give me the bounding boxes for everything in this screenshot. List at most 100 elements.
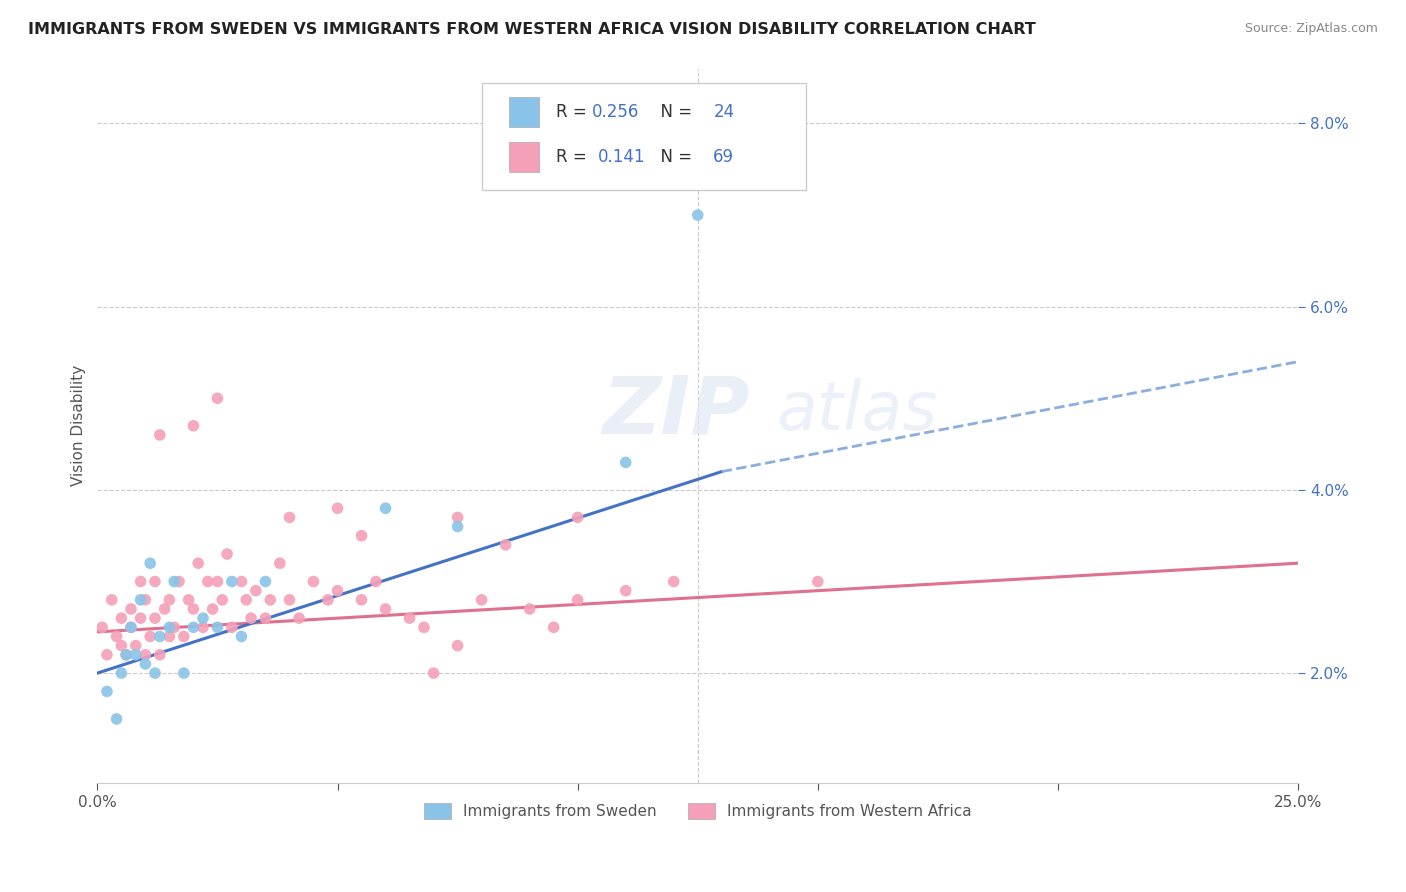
Point xyxy=(110,611,132,625)
Point xyxy=(173,666,195,681)
Point xyxy=(157,592,180,607)
Point xyxy=(567,510,589,524)
Point xyxy=(149,630,172,644)
Point xyxy=(807,574,830,589)
Point xyxy=(614,455,637,469)
Point xyxy=(350,592,373,607)
Point xyxy=(316,592,339,607)
Point xyxy=(96,684,118,698)
Point xyxy=(519,602,541,616)
Point xyxy=(143,666,166,681)
Point xyxy=(278,510,301,524)
Point xyxy=(364,574,387,589)
Point xyxy=(235,592,257,607)
Point xyxy=(211,592,233,607)
FancyBboxPatch shape xyxy=(509,142,540,171)
Point xyxy=(446,510,468,524)
Point xyxy=(105,630,128,644)
Point xyxy=(278,592,301,607)
Point xyxy=(183,620,205,634)
Point xyxy=(215,547,238,561)
Point xyxy=(100,592,122,607)
Point xyxy=(163,620,186,634)
Point xyxy=(326,501,349,516)
FancyBboxPatch shape xyxy=(482,83,806,190)
Text: R =: R = xyxy=(555,148,598,166)
Point xyxy=(134,657,156,671)
Point xyxy=(120,620,142,634)
Point xyxy=(157,620,180,634)
Point xyxy=(269,556,291,570)
Legend: Immigrants from Sweden, Immigrants from Western Africa: Immigrants from Sweden, Immigrants from … xyxy=(418,797,979,825)
Point xyxy=(183,418,205,433)
Point xyxy=(183,602,205,616)
Point xyxy=(125,639,148,653)
Point xyxy=(207,574,229,589)
Point xyxy=(143,611,166,625)
Text: Source: ZipAtlas.com: Source: ZipAtlas.com xyxy=(1244,22,1378,36)
Point xyxy=(115,648,138,662)
Point xyxy=(134,592,156,607)
Point xyxy=(413,620,436,634)
Point xyxy=(143,574,166,589)
Point xyxy=(567,592,589,607)
Point xyxy=(110,666,132,681)
Point xyxy=(149,428,172,442)
Point xyxy=(139,630,162,644)
Point xyxy=(105,712,128,726)
Point xyxy=(259,592,281,607)
FancyBboxPatch shape xyxy=(509,97,540,128)
Text: 0.141: 0.141 xyxy=(598,148,645,166)
Y-axis label: Vision Disability: Vision Disability xyxy=(72,365,86,486)
Point xyxy=(374,501,396,516)
Point xyxy=(197,574,219,589)
Point xyxy=(139,556,162,570)
Point xyxy=(446,519,468,533)
Text: 69: 69 xyxy=(713,148,734,166)
Point xyxy=(110,639,132,653)
Text: atlas: atlas xyxy=(776,378,936,444)
Point xyxy=(129,592,152,607)
Point xyxy=(177,592,200,607)
Text: R =: R = xyxy=(555,103,592,121)
Point xyxy=(240,611,263,625)
Point xyxy=(201,602,224,616)
Point xyxy=(187,556,209,570)
Point xyxy=(686,208,709,222)
Point xyxy=(543,620,565,634)
Point xyxy=(398,611,420,625)
Text: N =: N = xyxy=(650,148,697,166)
Text: IMMIGRANTS FROM SWEDEN VS IMMIGRANTS FROM WESTERN AFRICA VISION DISABILITY CORRE: IMMIGRANTS FROM SWEDEN VS IMMIGRANTS FRO… xyxy=(28,22,1036,37)
Point xyxy=(191,611,214,625)
Point xyxy=(173,630,195,644)
Point xyxy=(207,620,229,634)
Point xyxy=(221,620,243,634)
Point xyxy=(167,574,190,589)
Point xyxy=(350,529,373,543)
Point xyxy=(471,592,494,607)
Point xyxy=(129,574,152,589)
Point xyxy=(254,574,277,589)
Point xyxy=(302,574,325,589)
Point xyxy=(221,574,243,589)
Point xyxy=(120,620,142,634)
Point xyxy=(326,583,349,598)
Point xyxy=(153,602,176,616)
Point xyxy=(254,611,277,625)
Point xyxy=(231,574,253,589)
Point xyxy=(662,574,685,589)
Text: 0.256: 0.256 xyxy=(592,103,640,121)
Point xyxy=(191,620,214,634)
Point xyxy=(125,648,148,662)
Point xyxy=(495,538,517,552)
Point xyxy=(134,648,156,662)
Point xyxy=(129,611,152,625)
Point xyxy=(115,648,138,662)
Text: ZIP: ZIP xyxy=(602,373,749,450)
Point xyxy=(446,639,468,653)
Point xyxy=(422,666,444,681)
Point xyxy=(157,630,180,644)
Point xyxy=(245,583,267,598)
Text: 24: 24 xyxy=(713,103,734,121)
Text: N =: N = xyxy=(650,103,697,121)
